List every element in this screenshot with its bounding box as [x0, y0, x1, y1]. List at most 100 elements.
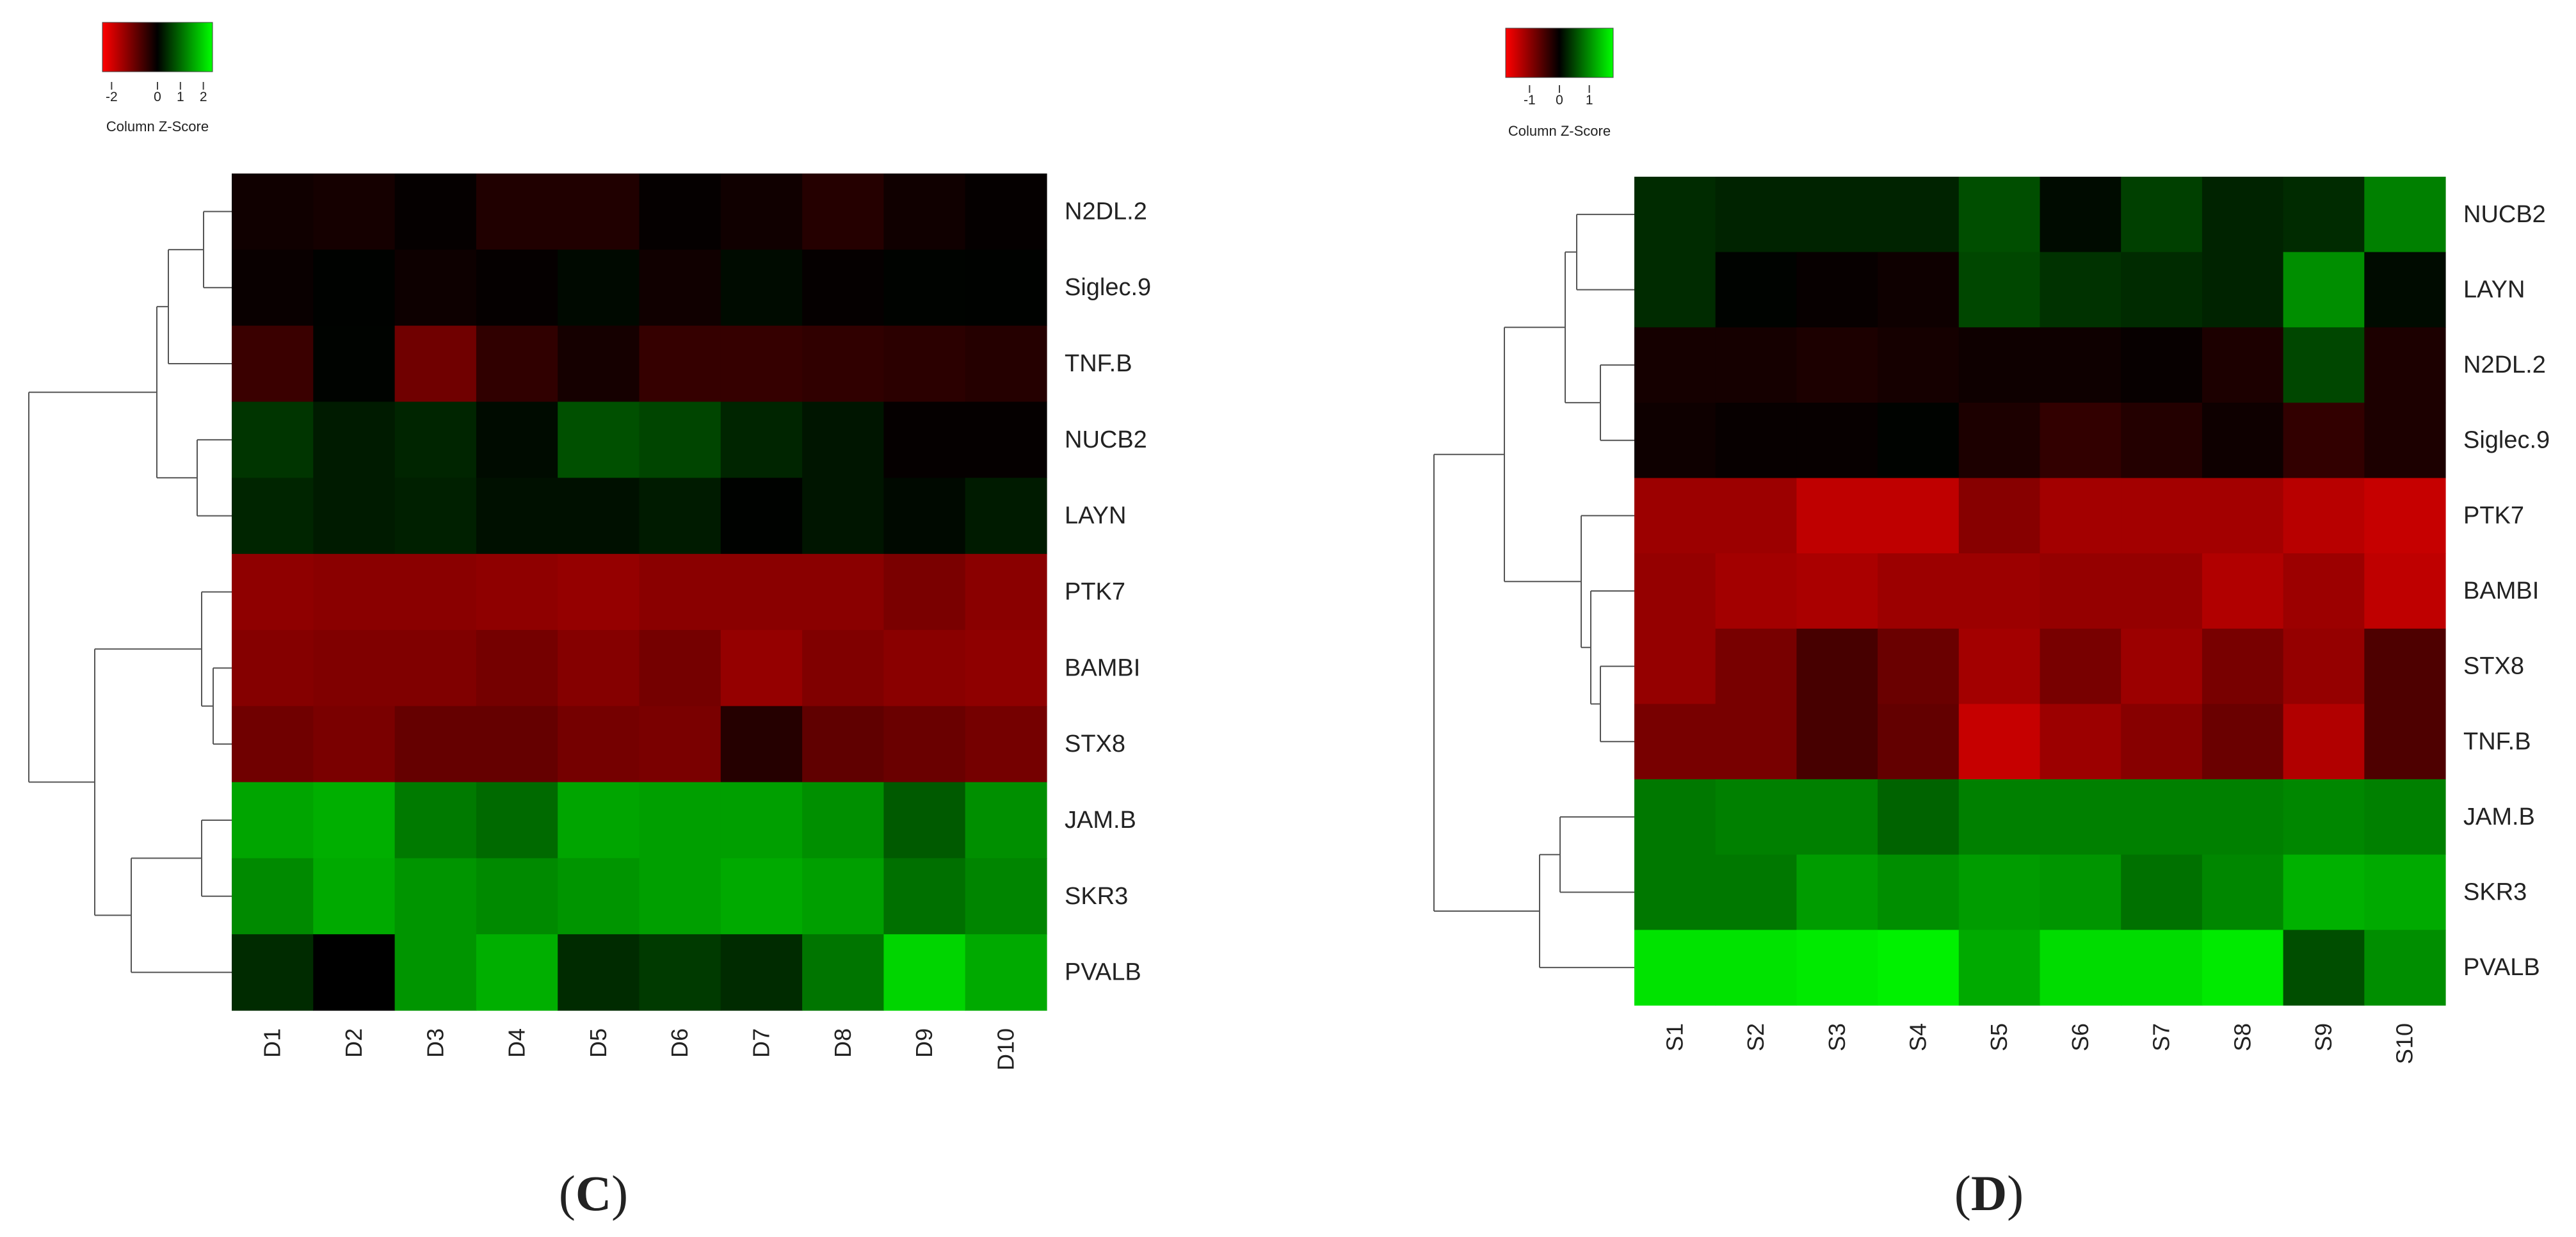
heatmap-cell [232, 174, 314, 250]
row-label: Siglec.9 [2463, 427, 2550, 454]
heatmap-cell [313, 629, 396, 707]
heatmap-cell [313, 858, 396, 935]
legend-c: -2 0 1 2 Column Z-Score [102, 22, 213, 134]
heatmap-cell [883, 249, 966, 327]
heatmap-cell [639, 325, 721, 403]
column-labels-d: S1 S2 S3 S4 S5 S6 S7 S8 S9 S10 [1661, 1023, 2417, 1064]
heatmap-cell [1878, 553, 1960, 629]
heatmap-cell [2040, 327, 2121, 403]
heatmap-cell [2040, 628, 2121, 705]
legend-tick-label: 0 [1556, 93, 1563, 108]
heatmap-cell [1634, 930, 1716, 1006]
heatmap-cell [394, 554, 477, 631]
heatmap-cell [1878, 177, 1960, 253]
heatmap-cell [313, 934, 396, 1011]
heatmap-cell [639, 706, 721, 783]
heatmap-cell [394, 478, 477, 554]
heatmap-cell [558, 554, 640, 631]
heatmap-cell [2364, 402, 2446, 479]
heatmap-cell [1715, 402, 1797, 479]
row-label: NUCB2 [1065, 426, 1147, 453]
column-labels-c: D1 D2 D3 D4 D5 D6 D7 D8 D9 D10 [259, 1028, 1019, 1071]
column-label: D5 [585, 1028, 611, 1058]
heatmap-cell [313, 706, 396, 783]
heatmap-cell [2283, 854, 2365, 930]
heatmap-cell [2364, 252, 2446, 328]
heatmap-cell [1958, 779, 2041, 855]
heatmap-cell [1634, 628, 1716, 705]
heatmap-cell [2121, 779, 2203, 855]
heatmap-cell [558, 325, 640, 403]
heatmap-cell [883, 629, 966, 707]
heatmap-cell [2040, 779, 2121, 855]
heatmap-cell [1958, 252, 2041, 328]
heatmap-cell [1634, 704, 1716, 780]
heatmap-cells-d [1634, 177, 2446, 1006]
heatmap-cell [1958, 553, 2041, 629]
heatmap-cell [1878, 779, 1960, 855]
column-label: D10 [992, 1028, 1018, 1071]
heatmap-cell [883, 858, 966, 935]
heatmap-cell [1878, 252, 1960, 328]
heatmap-cell [232, 782, 314, 859]
heatmap-cell [2121, 252, 2203, 328]
heatmap-cell [965, 249, 1047, 327]
heatmap-cell [639, 782, 721, 859]
heatmap-cell [1715, 704, 1797, 780]
heatmap-cell [965, 782, 1047, 859]
heatmap-cell [2040, 854, 2121, 930]
heatmap-cell [2283, 930, 2365, 1006]
heatmap-cell [558, 478, 640, 554]
heatmap-cell [476, 174, 558, 250]
heatmap-cell [1715, 854, 1797, 930]
heatmap-cell [2121, 327, 2203, 403]
heatmap-cell [2364, 704, 2446, 780]
heatmap-cell [2364, 553, 2446, 629]
heatmap-cell [1878, 930, 1960, 1006]
heatmap-cell [1634, 327, 1716, 403]
color-key-c [102, 22, 213, 72]
heatmap-cell [2121, 478, 2203, 554]
heatmap-cell [639, 858, 721, 935]
heatmap-cell [558, 934, 640, 1011]
heatmap-cell [2121, 930, 2203, 1006]
legend-tick-label: 1 [177, 90, 184, 104]
heatmap-cell [720, 478, 803, 554]
heatmap-cell [232, 858, 314, 935]
row-label: TNF.B [2463, 728, 2531, 755]
heatmap-cell [476, 782, 558, 859]
heatmap-cell [313, 554, 396, 631]
heatmap-cell [1796, 252, 1878, 328]
heatmap-cell [2202, 628, 2284, 705]
heatmap-cell [1958, 478, 2041, 554]
heatmap-cell [476, 478, 558, 554]
heatmap-cells-c [232, 174, 1047, 1011]
column-label: D9 [911, 1028, 937, 1058]
heatmap-cell [639, 174, 721, 250]
heatmap-cell [558, 401, 640, 478]
heatmap-cell [720, 174, 803, 250]
row-label: TNF.B [1065, 350, 1132, 377]
heatmap-cell [394, 629, 477, 707]
heatmap-cell [802, 706, 884, 783]
heatmap-cell [2283, 252, 2365, 328]
heatmap-cell [476, 325, 558, 403]
heatmap-cell [2202, 402, 2284, 479]
row-label: SKR3 [2463, 879, 2527, 906]
heatmap-cell [394, 782, 477, 859]
heatmap-cell [1715, 628, 1797, 705]
heatmap-cell [2202, 854, 2284, 930]
heatmap-cell [1634, 478, 1716, 554]
heatmap-cell [1634, 553, 1716, 629]
heatmap-cell [2121, 553, 2203, 629]
heatmap-cell [2283, 402, 2365, 479]
row-label: LAYN [1065, 503, 1126, 530]
heatmap-cell [965, 554, 1047, 631]
heatmap-cell [883, 401, 966, 478]
heatmap-cell [1958, 327, 2041, 403]
panel-d-heatmap: -1 0 1 Column Z-Score NUCB2 LAYN N2DL.2 Sigle… [1433, 28, 2550, 1221]
heatmap-cell [232, 554, 314, 631]
heatmap-cell [1796, 327, 1878, 403]
heatmap-cell [2121, 402, 2203, 479]
